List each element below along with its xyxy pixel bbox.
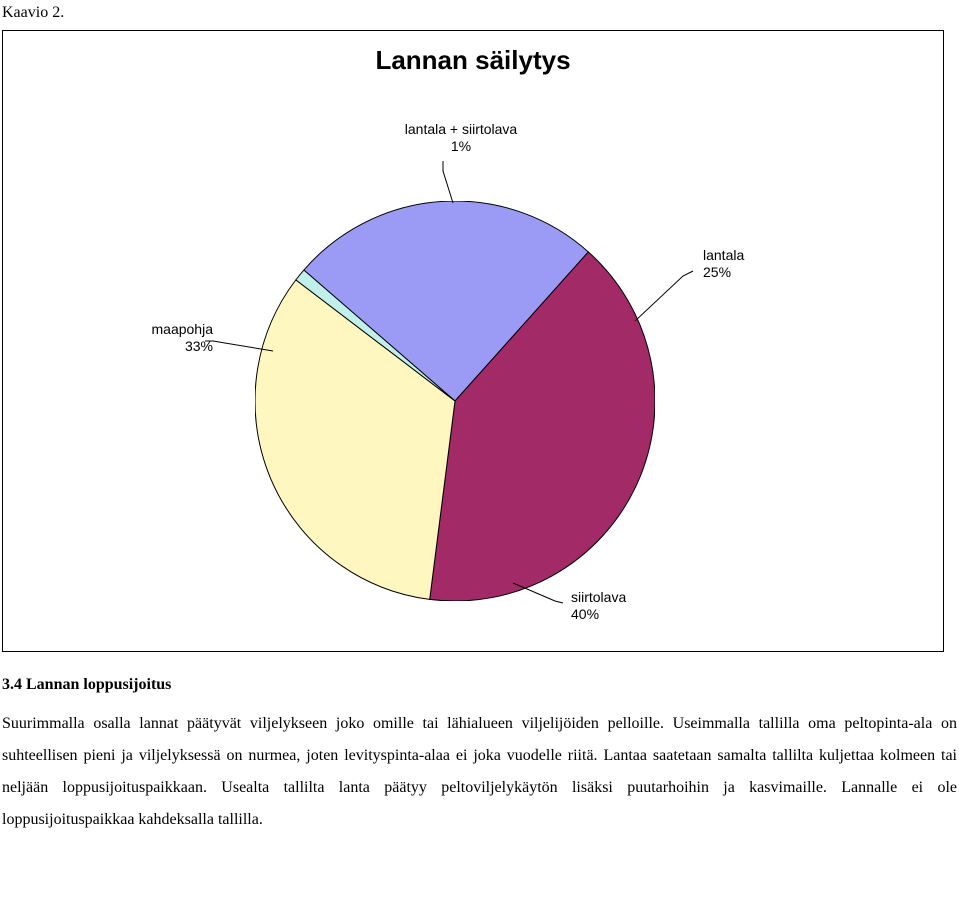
chart-container: Lannan säilytys lantala + siirtolava 1% … (2, 30, 944, 652)
slice-label-lantala: lantala 25% (703, 247, 744, 281)
slice-label-name: siirtolava (571, 589, 626, 606)
chart-title: Lannan säilytys (3, 45, 943, 76)
slice-label-pct: 1% (381, 138, 541, 155)
slice-label-name: maapohja (152, 321, 214, 338)
body-text: 3.4 Lannan loppusijoitus Suurimmalla osa… (0, 676, 959, 836)
slice-label-pct: 40% (571, 606, 626, 623)
slice-label-lantala-siirtolava: lantala + siirtolava 1% (381, 121, 541, 155)
body-paragraph: Suurimmalla osalla lannat päätyvät vilje… (2, 708, 957, 836)
pie-chart (255, 201, 655, 601)
slice-label-pct: 25% (703, 264, 744, 281)
slice-label-pct: 33% (152, 338, 214, 355)
figure-caption: Kaavio 2. (0, 0, 959, 30)
slice-label-maapohja: maapohja 33% (152, 321, 214, 355)
slice-label-name: lantala + siirtolava (381, 121, 541, 138)
slice-label-siirtolava: siirtolava 40% (571, 589, 626, 623)
section-heading: 3.4 Lannan loppusijoitus (2, 676, 957, 694)
slice-label-name: lantala (703, 247, 744, 264)
